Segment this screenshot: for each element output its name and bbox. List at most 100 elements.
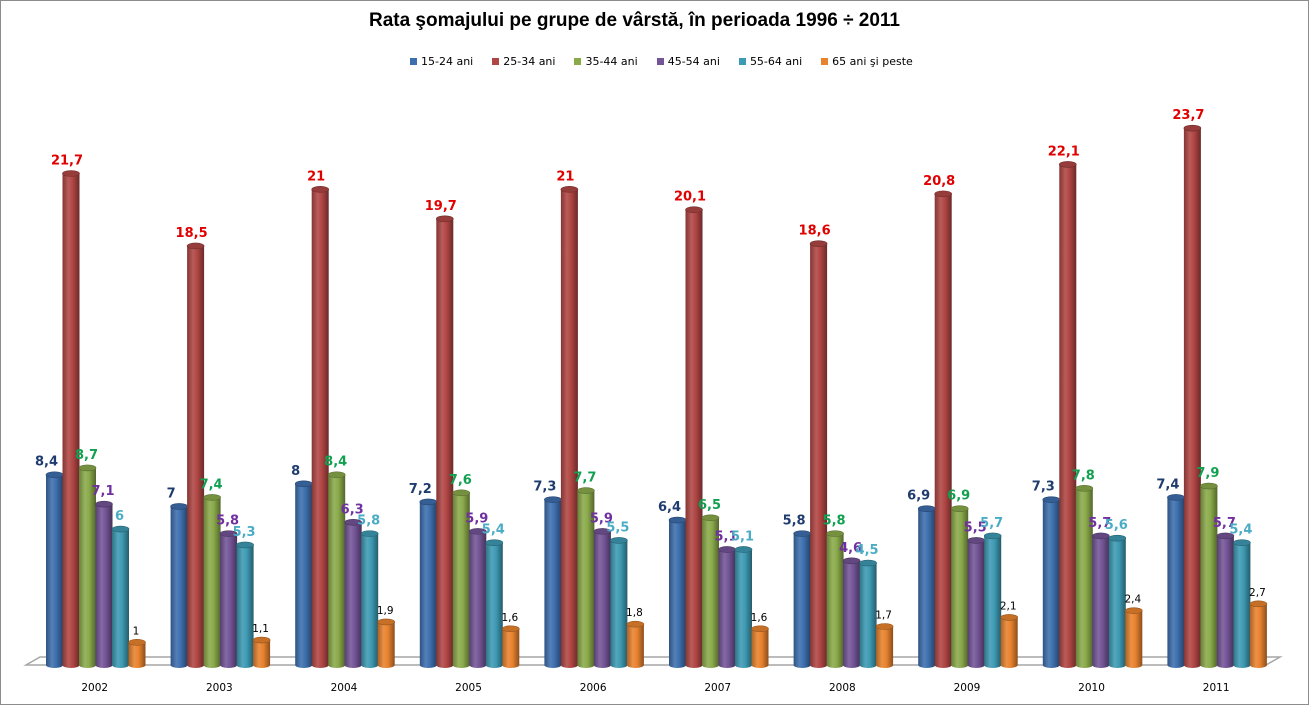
bar-body bbox=[170, 506, 188, 668]
data-label: 1,9 bbox=[377, 605, 394, 617]
data-label: 5,5 bbox=[606, 520, 629, 535]
bar bbox=[917, 505, 936, 668]
bar bbox=[544, 496, 562, 668]
chart-legend: 15-24 ani 25-34 ani 35-44 ani 45-54 ani 55-6… bbox=[410, 55, 913, 68]
data-label: 5,7 bbox=[980, 516, 1003, 531]
bar-top bbox=[128, 639, 146, 646]
data-label: 2,7 bbox=[1249, 587, 1266, 599]
x-tick-label: 2006 bbox=[580, 682, 607, 694]
bar bbox=[626, 620, 645, 668]
legend-item: 25-34 ani bbox=[492, 55, 555, 68]
bar-top bbox=[1075, 485, 1094, 492]
bar bbox=[170, 503, 188, 668]
bar-body bbox=[112, 529, 129, 668]
data-label: 6,4 bbox=[658, 500, 681, 515]
bar-top bbox=[734, 546, 753, 553]
data-label: 5,1 bbox=[731, 529, 754, 544]
bar-top bbox=[311, 186, 330, 193]
bar-body bbox=[1200, 486, 1218, 668]
bar-body bbox=[718, 549, 736, 668]
bar bbox=[1249, 600, 1268, 668]
bar bbox=[610, 537, 628, 668]
x-tick-label: 2005 bbox=[455, 682, 482, 694]
bar bbox=[793, 530, 811, 668]
bar bbox=[435, 215, 454, 669]
bar bbox=[668, 516, 687, 668]
data-label: 5,5 bbox=[964, 520, 987, 535]
bar bbox=[859, 559, 877, 668]
bar-body bbox=[485, 542, 503, 668]
bar-top bbox=[1183, 124, 1202, 132]
bar-top bbox=[294, 480, 313, 488]
bar-top bbox=[203, 494, 221, 501]
bar-top bbox=[377, 618, 396, 626]
legend-item: 55-64 ani bbox=[738, 55, 802, 68]
bar bbox=[842, 557, 861, 668]
bar-top bbox=[360, 530, 379, 537]
bar bbox=[1059, 161, 1077, 668]
data-label: 5,3 bbox=[233, 525, 256, 540]
bar-top bbox=[701, 514, 720, 522]
bar-body bbox=[702, 517, 719, 668]
data-label: 8,7 bbox=[75, 448, 98, 463]
bar bbox=[934, 190, 953, 668]
data-label: 5,8 bbox=[783, 514, 806, 529]
data-label: 7,8 bbox=[1072, 468, 1095, 483]
legend-label: 25-34 ani bbox=[503, 55, 556, 68]
bar-top bbox=[501, 625, 520, 633]
x-tick-label: 2008 bbox=[829, 682, 856, 694]
bar bbox=[501, 625, 520, 668]
bar-top bbox=[610, 537, 628, 544]
bar-body bbox=[361, 533, 379, 668]
bar bbox=[751, 625, 769, 668]
bar bbox=[344, 519, 363, 668]
data-label: 1,8 bbox=[626, 607, 643, 619]
bar-body bbox=[810, 243, 828, 668]
legend-item: 65 ani şi peste bbox=[821, 55, 913, 68]
bar bbox=[950, 505, 969, 668]
bar-body bbox=[295, 483, 313, 668]
bar-top bbox=[875, 623, 894, 630]
legend-label: 35-44 ani bbox=[585, 55, 638, 68]
data-label: 7,9 bbox=[1196, 466, 1219, 481]
bar-top bbox=[1108, 534, 1127, 542]
data-label: 5,8 bbox=[357, 514, 380, 529]
bar-body bbox=[826, 533, 844, 668]
bar-body bbox=[843, 560, 861, 668]
bar-top bbox=[219, 530, 238, 537]
bar-body bbox=[544, 499, 562, 668]
bar bbox=[685, 206, 703, 669]
bar-body bbox=[1249, 603, 1267, 668]
bar-top bbox=[252, 636, 271, 644]
bar-body bbox=[560, 189, 578, 668]
bar-top bbox=[626, 620, 645, 628]
data-label: 8,4 bbox=[35, 455, 58, 470]
bar-body bbox=[311, 189, 329, 668]
bar-body bbox=[859, 563, 877, 668]
bar-body bbox=[1000, 617, 1018, 668]
data-label: 5,8 bbox=[216, 514, 239, 529]
bar bbox=[219, 530, 238, 668]
data-label: 21,7 bbox=[51, 153, 83, 168]
data-label: 20,8 bbox=[923, 174, 955, 189]
data-label: 19,7 bbox=[425, 199, 457, 214]
x-tick-label: 2011 bbox=[1203, 682, 1230, 694]
bar-top bbox=[950, 505, 969, 513]
data-label: 22,1 bbox=[1048, 144, 1080, 159]
bar bbox=[485, 539, 504, 668]
bar-top bbox=[1249, 600, 1268, 608]
bar-body bbox=[187, 245, 205, 668]
bar-top bbox=[95, 500, 113, 508]
bar bbox=[734, 546, 753, 668]
bar-top bbox=[111, 525, 130, 533]
x-tick-label: 2003 bbox=[206, 682, 233, 694]
bar-top bbox=[544, 496, 562, 503]
data-label: 8 bbox=[291, 464, 300, 479]
bar bbox=[1125, 607, 1143, 668]
data-label: 7,2 bbox=[409, 482, 432, 497]
bar-body bbox=[344, 522, 362, 668]
bar bbox=[1200, 482, 1218, 668]
bar bbox=[826, 530, 844, 668]
bar-body bbox=[626, 624, 644, 668]
